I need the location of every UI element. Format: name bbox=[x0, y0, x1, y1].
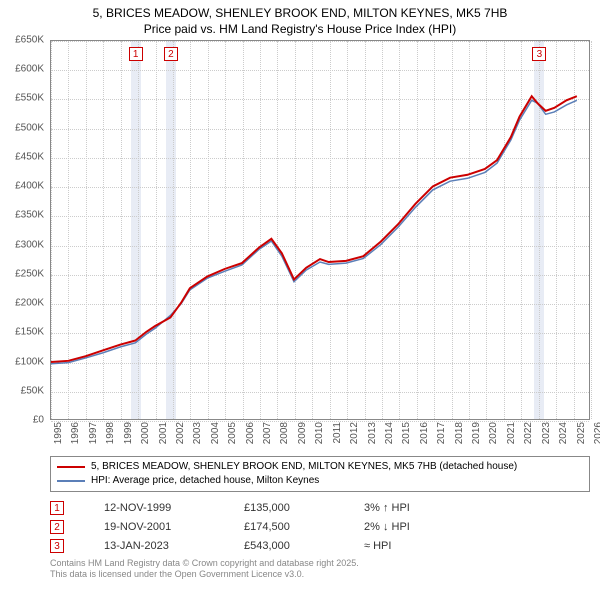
y-tick-label: £450K bbox=[15, 151, 44, 162]
x-tick-label: 2000 bbox=[140, 422, 151, 444]
y-tick-label: £150K bbox=[15, 327, 44, 338]
x-tick-label: 2015 bbox=[401, 422, 412, 444]
tx-price: £174,500 bbox=[244, 521, 364, 533]
y-tick-label: £500K bbox=[15, 122, 44, 133]
tx-date: 12-NOV-1999 bbox=[104, 502, 244, 514]
series-hpi bbox=[51, 100, 577, 364]
table-row: 3 13-JAN-2023£543,000≈ HPI bbox=[50, 536, 590, 555]
tx-date: 13-JAN-2023 bbox=[104, 540, 244, 552]
x-tick-label: 2007 bbox=[262, 422, 273, 444]
y-tick-label: £0 bbox=[33, 415, 44, 426]
gridline-vertical bbox=[591, 41, 592, 419]
y-tick-label: £600K bbox=[15, 64, 44, 75]
tx-price: £135,000 bbox=[244, 502, 364, 514]
marker-label-box: 3 bbox=[532, 47, 546, 61]
x-tick-label: 2025 bbox=[576, 422, 587, 444]
tx-price: £543,000 bbox=[244, 540, 364, 552]
x-tick-label: 2020 bbox=[488, 422, 499, 444]
x-tick-label: 1999 bbox=[123, 422, 134, 444]
x-tick-label: 2017 bbox=[436, 422, 447, 444]
tx-marker-number: 1 bbox=[50, 501, 64, 515]
x-tick-label: 2013 bbox=[367, 422, 378, 444]
x-tick-label: 2008 bbox=[279, 422, 290, 444]
y-tick-label: £250K bbox=[15, 268, 44, 279]
y-tick-label: £550K bbox=[15, 93, 44, 104]
chart-svg bbox=[51, 41, 589, 419]
tx-date: 19-NOV-2001 bbox=[104, 521, 244, 533]
x-tick-label: 2016 bbox=[419, 422, 430, 444]
x-tick-label: 1996 bbox=[70, 422, 81, 444]
footer-line1: Contains HM Land Registry data © Crown c… bbox=[50, 558, 590, 569]
y-tick-label: £300K bbox=[15, 239, 44, 250]
footer-attribution: Contains HM Land Registry data © Crown c… bbox=[50, 558, 590, 581]
chart-title-line2: Price paid vs. HM Land Registry's House … bbox=[10, 22, 590, 38]
y-tick-label: £100K bbox=[15, 356, 44, 367]
y-tick-label: £200K bbox=[15, 298, 44, 309]
x-tick-label: 2012 bbox=[349, 422, 360, 444]
tx-hpi-delta: 3% ↑ HPI bbox=[364, 502, 590, 514]
marker-label-box: 2 bbox=[164, 47, 178, 61]
marker-label-box: 1 bbox=[129, 47, 143, 61]
x-tick-label: 2005 bbox=[227, 422, 238, 444]
legend-label: HPI: Average price, detached house, Milt… bbox=[91, 474, 319, 488]
tx-marker-number: 3 bbox=[50, 539, 64, 553]
x-tick-label: 2026 bbox=[593, 422, 600, 444]
x-tick-label: 1997 bbox=[88, 422, 99, 444]
x-tick-label: 2004 bbox=[210, 422, 221, 444]
footer-line2: This data is licensed under the Open Gov… bbox=[50, 569, 590, 580]
x-tick-label: 2010 bbox=[314, 422, 325, 444]
x-tick-label: 2003 bbox=[192, 422, 203, 444]
x-tick-label: 2002 bbox=[175, 422, 186, 444]
legend-item: 5, BRICES MEADOW, SHENLEY BROOK END, MIL… bbox=[57, 460, 583, 474]
x-axis: 1995 1996 1997 1998 1999 2000 2001 2002 2003 2004… bbox=[50, 422, 590, 452]
tx-hpi-delta: ≈ HPI bbox=[364, 540, 590, 552]
y-tick-label: £400K bbox=[15, 181, 44, 192]
y-tick-label: £50K bbox=[21, 385, 44, 396]
x-tick-label: 1995 bbox=[53, 422, 64, 444]
x-tick-label: 2018 bbox=[454, 422, 465, 444]
x-tick-label: 2024 bbox=[558, 422, 569, 444]
legend-item: HPI: Average price, detached house, Milt… bbox=[57, 474, 583, 488]
legend-swatch bbox=[57, 480, 85, 482]
series-price_paid bbox=[51, 96, 577, 362]
x-tick-label: 2009 bbox=[297, 422, 308, 444]
table-row: 1 12-NOV-1999£135,0003% ↑ HPI bbox=[50, 498, 590, 517]
x-tick-label: 2006 bbox=[245, 422, 256, 444]
x-tick-label: 1998 bbox=[105, 422, 116, 444]
tx-marker-number: 2 bbox=[50, 520, 64, 534]
x-tick-label: 2022 bbox=[523, 422, 534, 444]
legend-label: 5, BRICES MEADOW, SHENLEY BROOK END, MIL… bbox=[91, 460, 517, 474]
x-tick-label: 2023 bbox=[541, 422, 552, 444]
chart-plot-area: 1 2 3 bbox=[50, 40, 590, 420]
x-tick-label: 2019 bbox=[471, 422, 482, 444]
legend-swatch bbox=[57, 466, 85, 468]
x-tick-label: 2021 bbox=[506, 422, 517, 444]
x-tick-label: 2011 bbox=[332, 422, 343, 444]
y-tick-label: £650K bbox=[15, 35, 44, 46]
legend-box: 5, BRICES MEADOW, SHENLEY BROOK END, MIL… bbox=[50, 456, 590, 492]
transactions-table: 1 12-NOV-1999£135,0003% ↑ HPI 2 19-NOV-2001… bbox=[50, 498, 590, 555]
chart-title-line1: 5, BRICES MEADOW, SHENLEY BROOK END, MIL… bbox=[10, 6, 590, 22]
table-row: 2 19-NOV-2001£174,5002% ↓ HPI bbox=[50, 517, 590, 536]
x-tick-label: 2001 bbox=[158, 422, 169, 444]
y-axis: £0£50K£100K£150K£200K£250K£300K£350K£400… bbox=[0, 40, 48, 420]
y-tick-label: £350K bbox=[15, 210, 44, 221]
x-tick-label: 2014 bbox=[384, 422, 395, 444]
tx-hpi-delta: 2% ↓ HPI bbox=[364, 521, 590, 533]
